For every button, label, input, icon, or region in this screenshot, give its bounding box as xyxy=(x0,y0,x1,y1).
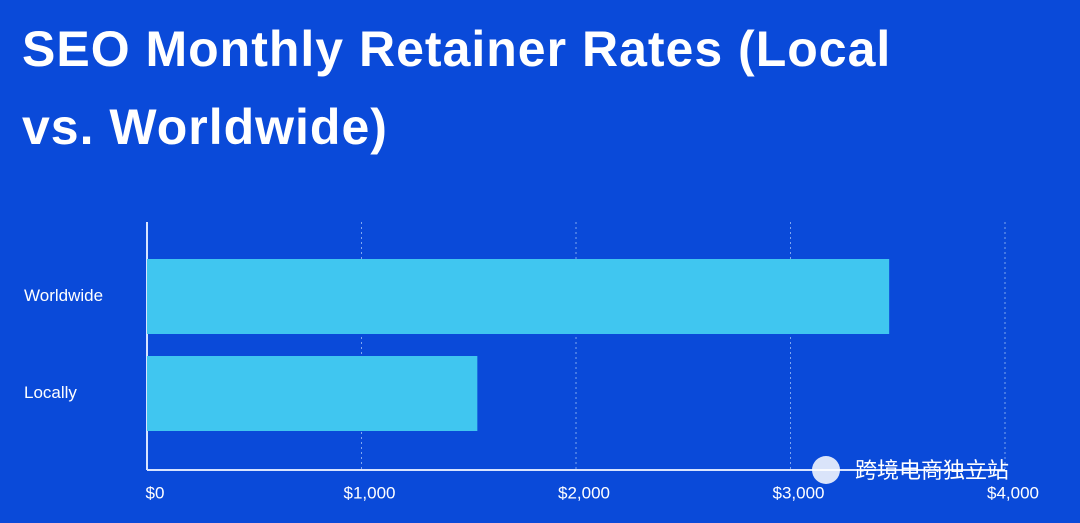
x-tick-label: $2,000 xyxy=(558,483,610,502)
chart-title: SEO Monthly Retainer Rates (Local vs. Wo… xyxy=(22,21,892,155)
x-tick-label: $4,000 xyxy=(987,483,1039,502)
watermark-icon xyxy=(812,456,840,484)
x-tick-label: $3,000 xyxy=(773,483,825,502)
bar xyxy=(147,259,890,334)
x-tick-label: $1,000 xyxy=(344,483,396,502)
x-tick-label: $0 xyxy=(146,483,165,502)
y-tick-label: Worldwide xyxy=(24,286,103,305)
watermark: 跨境电商独立站 xyxy=(855,458,1009,483)
y-tick-label: Locally xyxy=(24,383,77,402)
bar xyxy=(147,356,478,431)
